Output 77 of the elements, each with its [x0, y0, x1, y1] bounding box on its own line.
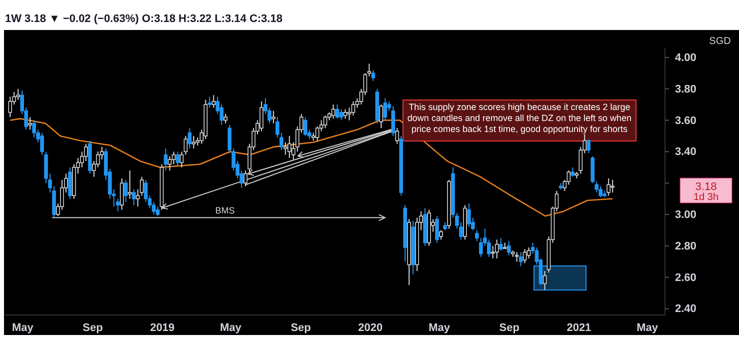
candlestick [272, 110, 276, 124]
candlestick [156, 206, 160, 217]
candlestick [260, 100, 264, 132]
candlestick [379, 104, 384, 129]
candlestick [124, 179, 128, 202]
candlestick [284, 142, 288, 156]
text: 1d 3h [693, 192, 719, 203]
x-tick-label: Sep [82, 322, 104, 334]
y-tick-label: 2.60 [675, 272, 696, 284]
candlestick [391, 106, 396, 136]
candlestick [303, 116, 308, 136]
candlestick [526, 246, 531, 259]
candlestick [570, 166, 575, 178]
candlestick [506, 240, 511, 256]
x-tick-label: May [12, 322, 34, 334]
candlestick [164, 148, 168, 172]
candlestick [120, 178, 124, 210]
x-tick-label: 2019 [150, 322, 175, 334]
x-tick-label: Sep [499, 322, 520, 334]
candlestick [132, 188, 136, 206]
candlestick [323, 115, 328, 129]
candlestick [467, 202, 471, 228]
candlestick [208, 96, 212, 108]
y-tick-label: 2.40 [675, 303, 696, 316]
candlestick [144, 179, 148, 202]
candlestick [598, 186, 602, 198]
y-tick-label: 3.60 [675, 114, 696, 127]
x-tick-label: May [428, 322, 451, 334]
candlestick [610, 179, 614, 193]
y-tick-label: 4.00 [675, 52, 696, 64]
x-tick-label: May [220, 322, 242, 334]
chart-title: 1W 3.18 ▼ −0.02 (−0.63%) O:3.18 H:3.22 L:3.14 C:3.18 [5, 13, 282, 25]
candlestick [335, 104, 340, 120]
candlestick [343, 108, 348, 120]
candlestick [435, 216, 439, 244]
x-tick-label: 2020 [358, 322, 383, 334]
candlestick [518, 252, 523, 267]
x-tick-label: May [636, 322, 659, 334]
y-tick-label: 3.00 [675, 209, 696, 221]
candlestick [244, 170, 248, 187]
annotation: This supply zone scores high because it creates 2 large down candles and remove all the DZ on the left so when price comes back 1st time, good opportunity for shorts [407, 102, 632, 134]
candlestick [176, 151, 180, 166]
y-tick-label: 3.40 [675, 146, 696, 158]
candlestick [494, 239, 499, 259]
candlestick [586, 138, 591, 154]
candlestick [371, 69, 376, 82]
candlestick [128, 170, 132, 200]
candlestick [315, 126, 320, 142]
y-tick-label: 2.80 [675, 240, 696, 252]
candlestick [8, 96, 12, 118]
candlestick [351, 100, 356, 116]
text: SGD [709, 36, 731, 47]
candlestick [395, 128, 400, 144]
candlestick [383, 98, 388, 121]
candlestick [606, 178, 610, 196]
candlestick [212, 94, 216, 108]
candlestick [188, 128, 192, 150]
candlestick [28, 116, 32, 130]
text: 3.18 [695, 181, 717, 193]
candlestick [542, 270, 547, 290]
candlestick [439, 230, 443, 240]
candlestick [172, 151, 176, 165]
candlestick [339, 108, 344, 121]
candlestick [331, 104, 336, 120]
candlestick [68, 166, 72, 200]
x-tick-label: 2021 [566, 322, 592, 334]
candlestick [566, 170, 571, 186]
x-tick-label: Sep [290, 322, 312, 334]
candlestick [168, 156, 172, 172]
candlestick [224, 113, 228, 124]
ref-line-label: BMS [215, 206, 235, 216]
candlestick [16, 88, 20, 100]
candlestick [522, 248, 527, 264]
candlestick [32, 120, 36, 138]
candlestick [288, 135, 292, 158]
candlestick [498, 238, 503, 252]
y-tick-label: 3.80 [675, 83, 696, 96]
